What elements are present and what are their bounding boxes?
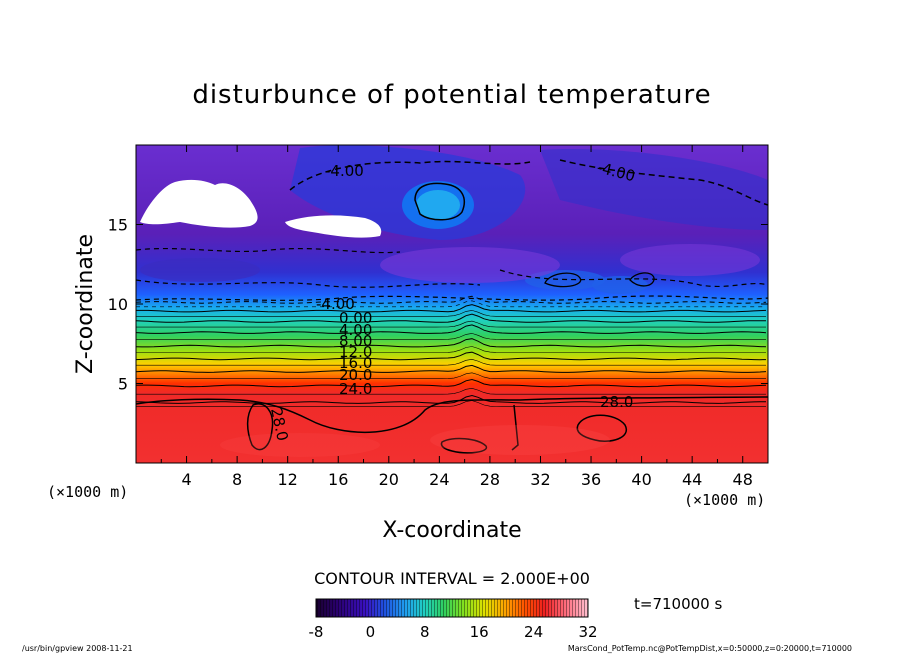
level-contour <box>136 364 767 373</box>
level-contour <box>136 300 766 308</box>
contour-interval: CONTOUR INTERVAL = 2.000E+00 <box>314 569 590 588</box>
contour-line <box>544 272 582 288</box>
colorbar-tick-label: 0 <box>366 623 376 641</box>
z-axis: 5 10 15 <box>108 216 768 394</box>
contour-line <box>440 437 488 454</box>
colorbar-tick-labels: -8 0 8 16 24 32 <box>309 623 598 641</box>
warm-region <box>430 425 610 455</box>
missing-area <box>285 215 382 238</box>
x-tick-label: 16 <box>328 470 348 489</box>
z-tick-label: 10 <box>108 295 128 314</box>
z-tick-label: 15 <box>108 216 128 235</box>
contour-label: 0.00 <box>339 309 372 327</box>
cold-region <box>540 149 768 230</box>
cold-region <box>592 276 648 294</box>
level-contour <box>136 333 766 340</box>
contour-line <box>559 159 768 206</box>
x-tick-label: 32 <box>530 470 550 489</box>
level-contour <box>136 358 766 366</box>
contour-label: 8.00 <box>339 332 372 350</box>
contour-line <box>246 403 274 451</box>
x-tick-label: 12 <box>278 470 298 489</box>
x-tick-label: 20 <box>379 470 399 489</box>
contour-label: 16.0 <box>339 354 372 372</box>
footer-left: /usr/bin/gpview 2008-11-21 <box>22 644 133 653</box>
warm-region <box>380 247 560 283</box>
colorbar-tick-label: 16 <box>470 623 489 641</box>
x-unit-left: (×1000 m) <box>47 483 128 501</box>
level-contour <box>136 304 767 313</box>
contour-line <box>576 414 628 442</box>
z-tick-label: 5 <box>118 375 128 394</box>
colorbar-frame <box>315 598 589 618</box>
level-contour <box>136 400 766 407</box>
warm-region <box>220 433 380 457</box>
contour-line <box>136 295 768 301</box>
contour-line <box>136 396 768 433</box>
x-tick-label: 28 <box>480 470 500 489</box>
x-axis: 4 8 12 16 20 24 28 32 36 40 44 48 <box>160 145 753 489</box>
warm-region <box>620 244 760 276</box>
level-contour <box>136 351 767 361</box>
contour-line <box>414 182 466 221</box>
level-contour <box>136 387 766 395</box>
missing-area <box>140 179 258 228</box>
contour-label: 4.00 <box>339 321 372 339</box>
level-contours <box>136 295 767 407</box>
level-contour <box>136 310 766 317</box>
cold-region <box>140 258 260 282</box>
level-contour <box>136 394 766 404</box>
contour-label: -4.00 <box>325 162 364 180</box>
x-tick-label: 48 <box>733 470 753 489</box>
x-tick-label: 36 <box>581 470 601 489</box>
time-label: t=710000 s <box>634 595 722 613</box>
contour-label: 28.0 <box>600 393 633 411</box>
contour-line <box>136 279 481 288</box>
level-contour <box>136 324 767 334</box>
x-tick-label: 24 <box>429 470 449 489</box>
level-contour <box>136 320 766 328</box>
x-tick-label: 4 <box>181 470 191 489</box>
level-contour <box>136 346 766 353</box>
colorbar-tick-label: -8 <box>309 623 324 641</box>
x-tick-label: 8 <box>232 470 242 489</box>
contour-line <box>629 272 655 287</box>
contour-line <box>511 404 519 451</box>
plot-area: -4.00 -4.00 -4.00 0.00 4.00 8.00 12.0 16… <box>136 145 768 463</box>
cold-core <box>416 190 460 220</box>
level-contour <box>136 338 767 348</box>
level-contour <box>136 313 767 323</box>
contour-label: 20.0 <box>339 366 372 384</box>
chart-title: disturbunce of potential temperature <box>192 80 711 110</box>
level-contour <box>136 372 766 379</box>
x-axis-label: X-coordinate <box>382 518 521 543</box>
level-contour <box>136 295 767 304</box>
contour-label: -4.00 <box>316 295 355 313</box>
contour-line <box>499 269 768 288</box>
level-contour <box>136 378 767 388</box>
x-tick-label: 44 <box>682 470 702 489</box>
colorbar-ticks <box>316 599 588 617</box>
x-tick-label: 40 <box>631 470 651 489</box>
contour-line <box>289 160 531 191</box>
x-unit-right: (×1000 m) <box>684 491 765 509</box>
contour-label: 24.0 <box>339 380 372 398</box>
colorbar-tick-label: 24 <box>524 623 543 641</box>
colorbar-tick-label: 8 <box>420 623 430 641</box>
footer-right: MarsCond_PotTemp.nc@PotTempDist,x=0:5000… <box>568 644 852 653</box>
colorbar-tick-label: 32 <box>578 623 597 641</box>
contour-label: 12.0 <box>339 343 372 361</box>
contour-line <box>136 247 401 254</box>
y-axis-label: Z-coordinate <box>73 234 98 374</box>
